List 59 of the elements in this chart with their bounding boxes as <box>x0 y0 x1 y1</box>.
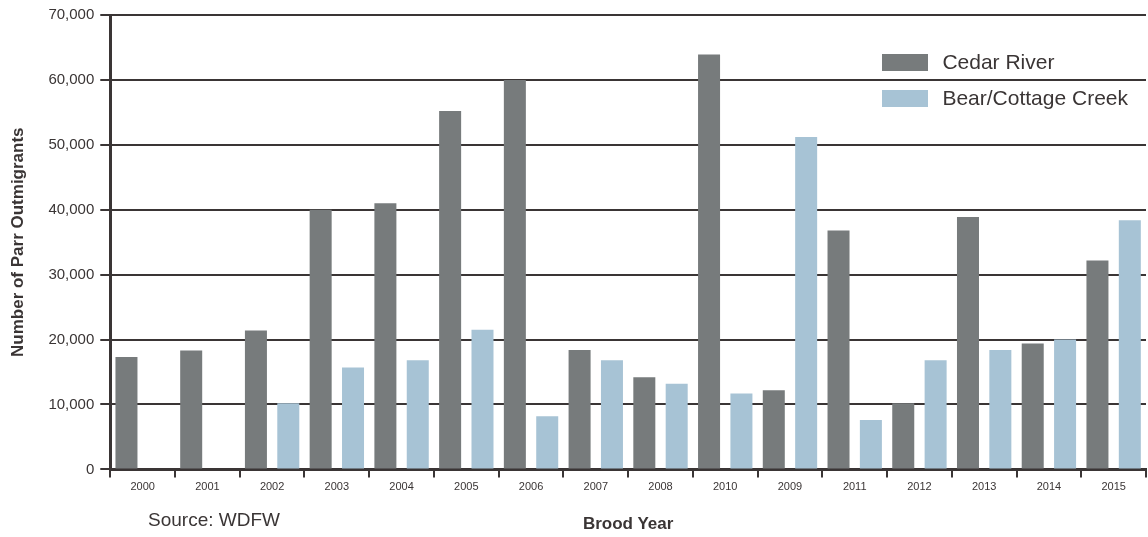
x-tick-label: 2002 <box>259 480 285 493</box>
bar <box>892 403 915 469</box>
y-tick-label: 20,000 <box>48 329 95 347</box>
y-tick-label: 50,000 <box>48 134 95 152</box>
y-tick-label: 60,000 <box>48 70 95 88</box>
x-tick-label: 2011 <box>842 480 867 493</box>
x-tick-label: 2015 <box>1101 480 1126 493</box>
bar <box>762 390 785 469</box>
bar <box>374 203 397 469</box>
bar <box>1054 339 1077 469</box>
bar <box>568 349 591 469</box>
bar <box>956 216 979 469</box>
bar <box>924 360 947 469</box>
bar <box>859 420 882 469</box>
legend-label: Bear/Cottage Creek <box>942 86 1128 110</box>
bar <box>1021 343 1044 469</box>
x-axis-title: Brood Year <box>582 514 674 534</box>
bar <box>342 367 365 469</box>
bar <box>730 393 753 469</box>
bar <box>989 349 1012 469</box>
bar <box>180 350 203 469</box>
bar <box>698 54 721 469</box>
x-tick-label: 2008 <box>648 480 673 493</box>
legend-label: Cedar River <box>942 50 1055 74</box>
bar <box>536 416 559 469</box>
x-tick-label: 2013 <box>971 480 997 493</box>
bar <box>503 79 526 469</box>
bar <box>115 357 138 469</box>
x-tick-label: 2009 <box>777 480 803 493</box>
source-note: Source: WDFW <box>148 509 280 531</box>
y-tick-label: 0 <box>85 459 95 477</box>
bar <box>1086 260 1109 469</box>
x-tick-label: 2014 <box>1036 480 1062 493</box>
y-tick-label: 10,000 <box>48 394 95 412</box>
x-tick-label: 2012 <box>907 480 932 493</box>
bar <box>1118 220 1141 469</box>
y-axis-title: Number of Parr Outmigrants <box>7 127 27 357</box>
bar <box>439 111 462 469</box>
y-tick-label: 70,000 <box>48 5 95 23</box>
bar <box>471 329 494 469</box>
x-tick-label: 2000 <box>130 480 155 493</box>
bar <box>665 383 688 469</box>
x-tick-label: 2004 <box>389 480 414 493</box>
bar <box>827 230 850 469</box>
x-tick-label: 2006 <box>518 480 544 493</box>
bar <box>795 137 818 469</box>
x-tick-label: 2010 <box>713 480 738 493</box>
bar <box>309 209 332 469</box>
x-tick-label: 2007 <box>583 480 609 493</box>
bar <box>633 377 656 469</box>
bar <box>600 360 623 469</box>
bar <box>406 360 429 469</box>
x-tick-label: 2005 <box>454 480 479 493</box>
y-tick-label: 40,000 <box>48 199 95 217</box>
bar <box>244 330 267 469</box>
y-tick-label: 30,000 <box>48 264 95 282</box>
bar <box>277 403 300 469</box>
x-tick-label: 2001 <box>195 480 220 493</box>
x-tick-label: 2003 <box>324 480 350 493</box>
